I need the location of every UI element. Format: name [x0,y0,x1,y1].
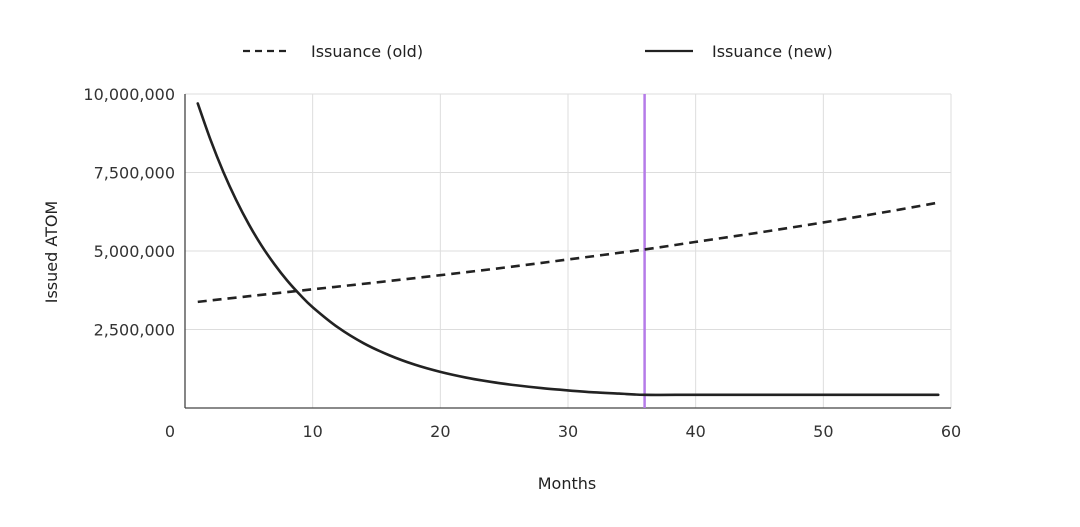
y-tick-label: 7,500,000 [94,164,175,183]
x-tick-label: 60 [941,422,961,441]
x-tick-label: 40 [685,422,705,441]
x-tick-label: 50 [813,422,833,441]
x-tick-label: 30 [558,422,578,441]
x-tick-label: 20 [430,422,450,441]
y-tick-label: 10,000,000 [83,85,175,104]
y-axis-title: Issued ATOM [42,201,61,304]
y-tick-label: 2,500,000 [94,321,175,340]
legend-label-old: Issuance (old) [311,42,423,61]
series-line-issuance-new [196,102,940,397]
x-tick-label: 10 [302,422,322,441]
series-line-issuance-old [197,201,939,304]
y-tick-labels: 2,500,000 5,000,000 7,500,000 10,000,000 [83,85,175,340]
axes [184,94,951,409]
series-lines [196,94,940,408]
y-tick-label: 5,000,000 [94,242,175,261]
x-axis-title: Months [538,474,596,493]
grid [185,93,952,408]
legend-label-new: Issuance (new) [712,42,833,61]
x-tick-labels: 0 10 20 30 40 50 60 [165,422,961,441]
x-tick-label: 0 [165,422,175,441]
legend: Issuance (old) Issuance (new) [243,42,833,61]
